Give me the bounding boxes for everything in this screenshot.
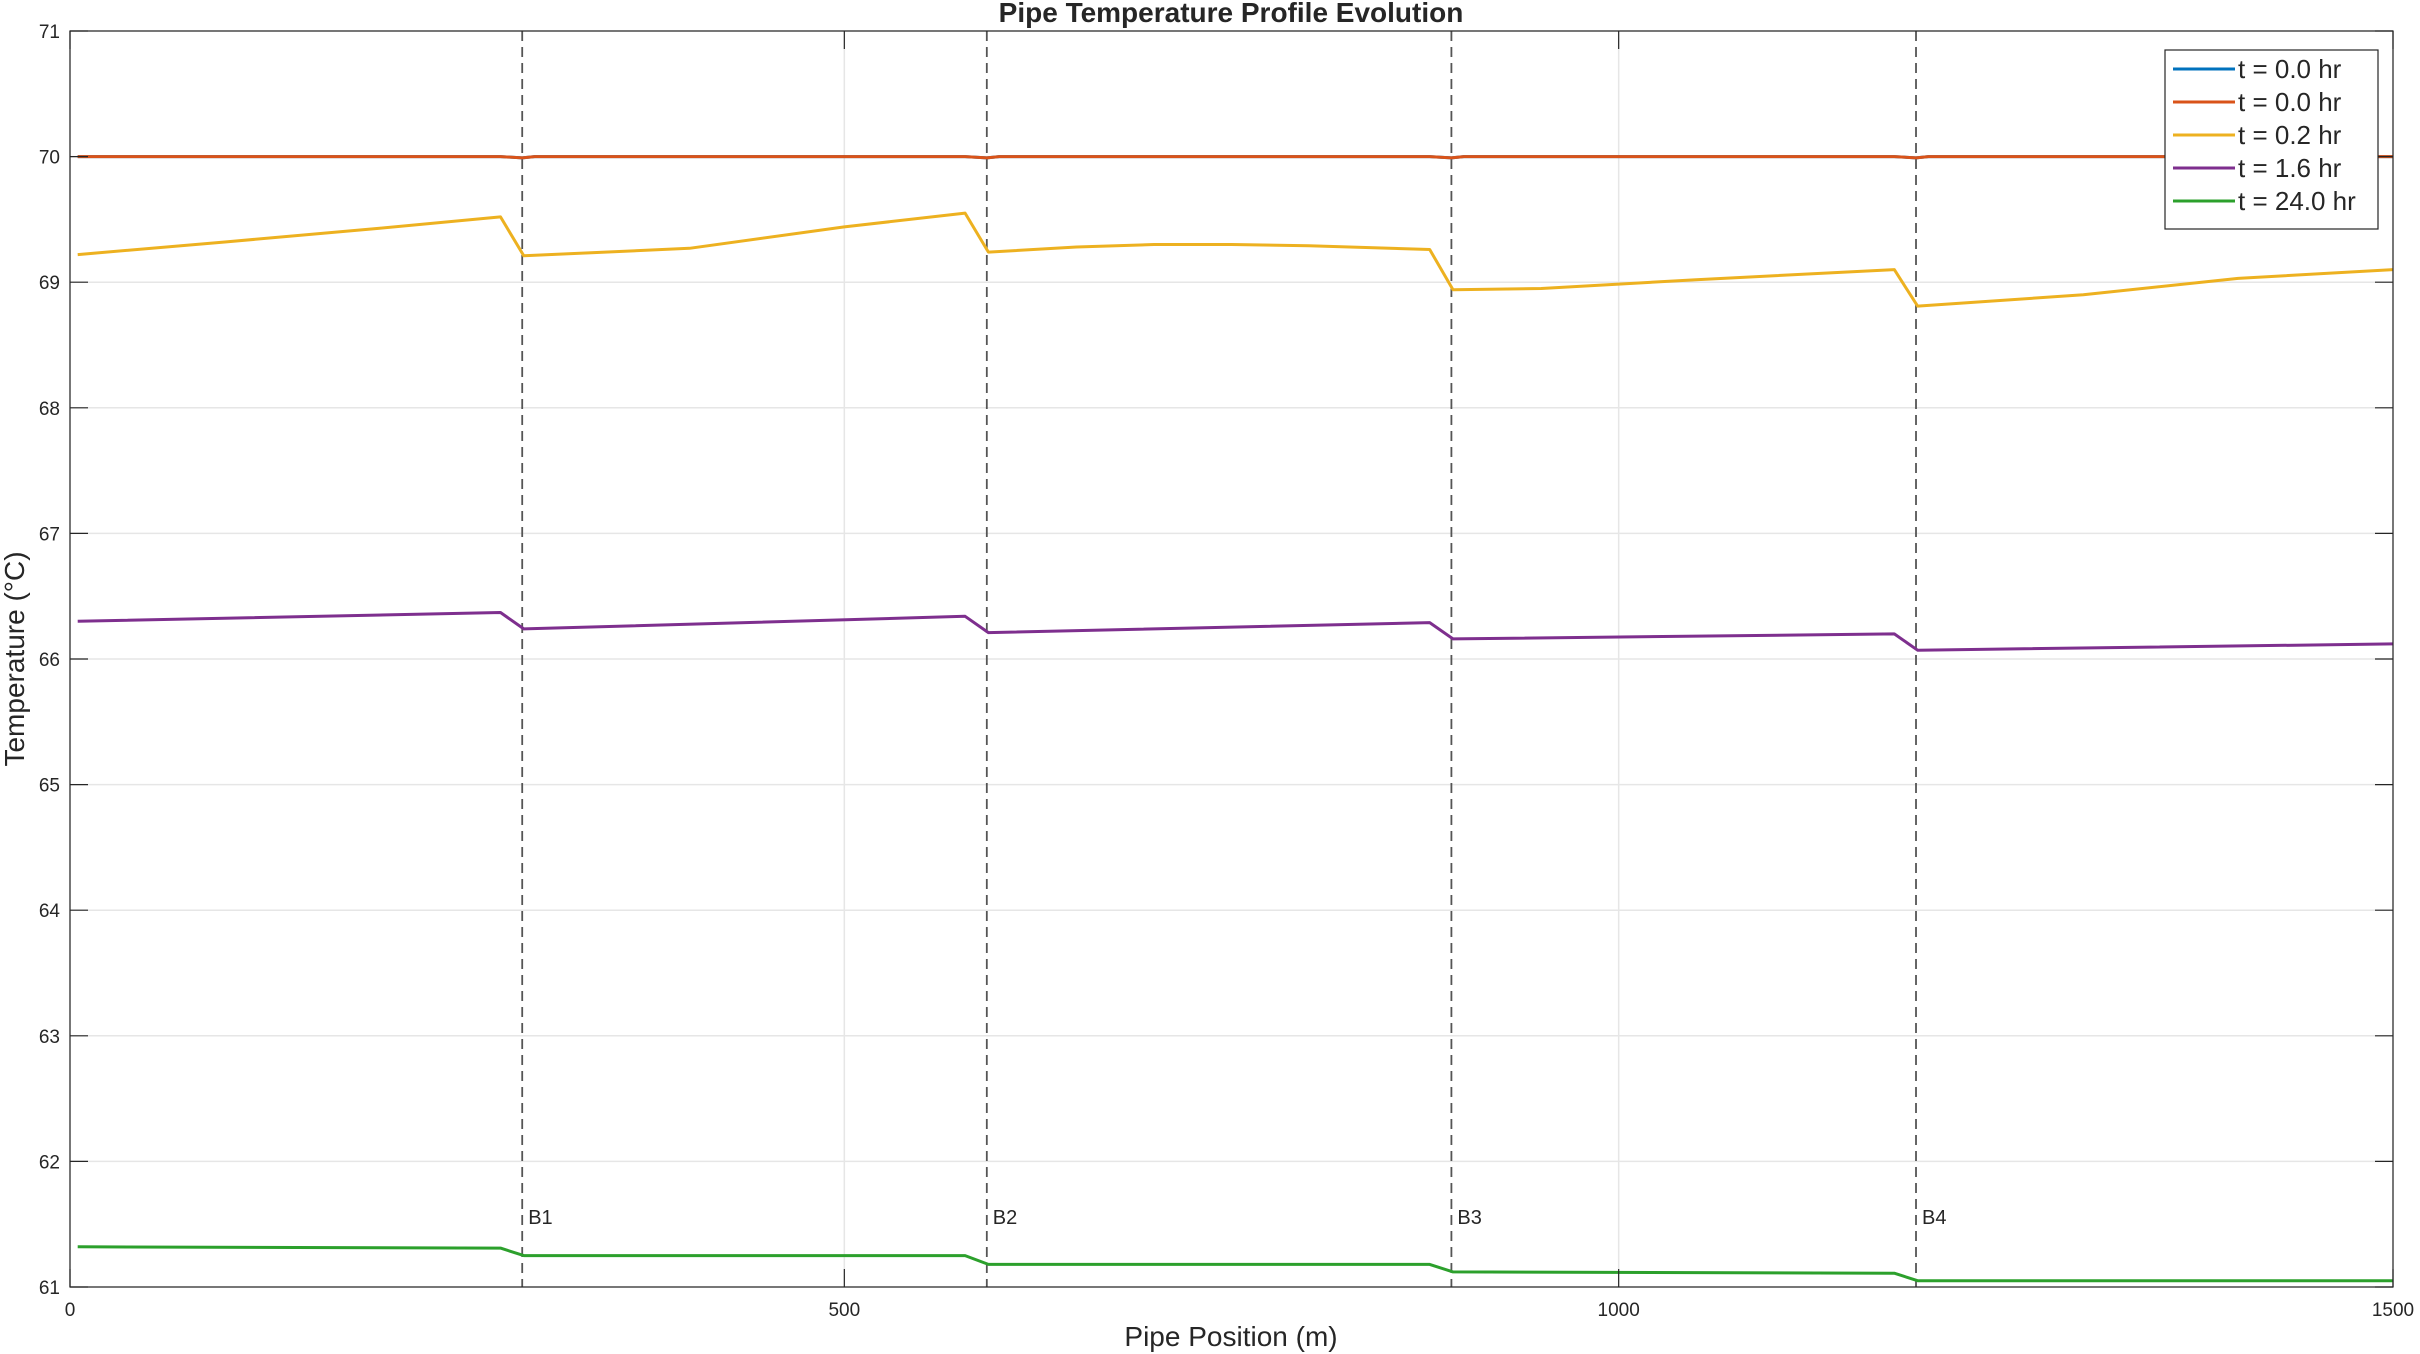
legend-entry-label: t = 0.0 hr: [2238, 54, 2342, 84]
legend-entry-label: t = 0.0 hr: [2238, 87, 2342, 117]
y-tick-label: 66: [39, 650, 60, 671]
y-tick-label: 70: [39, 148, 60, 169]
y-tick-label: 69: [39, 273, 60, 294]
branch-markers: B1 B2 B3 B4: [521, 31, 1946, 1287]
y-tick-label: 71: [39, 22, 60, 43]
legend: t = 0.0 hrt = 0.0 hrt = 0.2 hrt = 1.6 hr…: [2164, 49, 2379, 230]
series-lines: [77, 155, 2394, 1283]
y-tick-label: 63: [39, 1027, 60, 1048]
branch-marker-label: B4: [1922, 1207, 1946, 1229]
branch-marker-label: B3: [1457, 1207, 1481, 1229]
y-axis-label: Temperature (°C): [0, 551, 30, 766]
axis-ticks: 0 500 1000 1500 61 62 63 64 65 66 67 68 69 70 71: [39, 22, 2414, 1321]
series-line-1: [77, 155, 2393, 160]
x-tick-label: 500: [828, 1300, 860, 1321]
series-line-2: [77, 211, 2394, 308]
x-axis-label: Pipe Position (m): [1124, 1321, 1337, 1352]
y-tick-label: 61: [39, 1278, 60, 1299]
legend-entry-label: t = 0.2 hr: [2238, 120, 2342, 150]
series-line-4: [77, 1245, 2393, 1283]
legend-entry-label: t = 1.6 hr: [2238, 153, 2342, 183]
y-tick-label: 64: [39, 901, 61, 922]
y-tick-label: 65: [39, 776, 60, 797]
branch-marker-label: B1: [528, 1207, 552, 1229]
series-line-3: [77, 611, 2394, 652]
chart-title: Pipe Temperature Profile Evolution: [999, 0, 1464, 28]
legend-box: [2164, 49, 2379, 230]
x-tick-label: 1500: [2372, 1300, 2414, 1321]
legend-entry-label: t = 24.0 hr: [2238, 186, 2356, 216]
y-tick-label: 62: [39, 1152, 60, 1173]
y-tick-label: 68: [39, 399, 60, 420]
x-tick-label: 1000: [1598, 1300, 1640, 1321]
x-tick-label: 0: [65, 1300, 76, 1321]
y-tick-label: 67: [39, 524, 60, 545]
branch-marker-label: B2: [993, 1207, 1017, 1229]
